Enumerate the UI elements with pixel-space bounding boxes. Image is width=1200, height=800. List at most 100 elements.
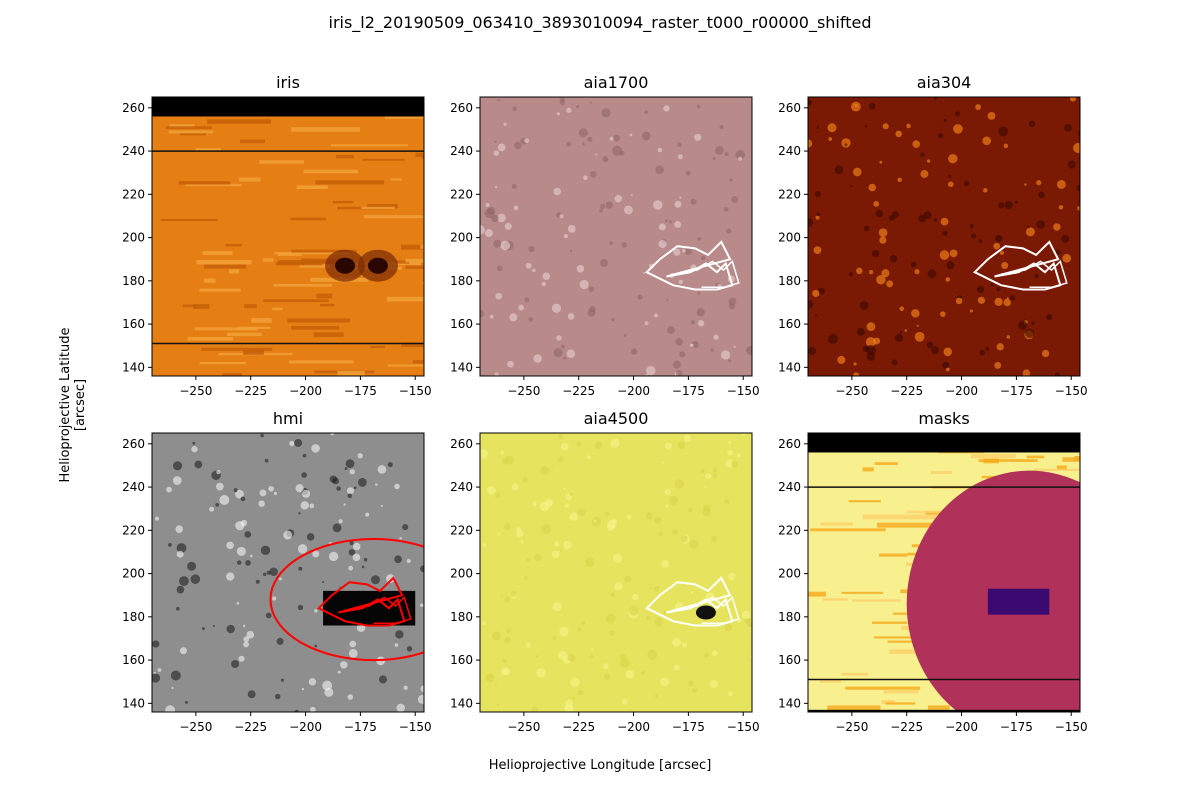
texture-speck (862, 345, 869, 352)
texture-streak (336, 154, 354, 159)
texture-speck (567, 313, 575, 320)
texture-streak (160, 219, 219, 222)
texture-speck (663, 610, 667, 614)
texture-speck (344, 467, 348, 471)
x-tick-label: −175 (344, 384, 377, 398)
texture-speck (394, 643, 399, 647)
texture-speck (724, 499, 730, 505)
texture-speck (577, 689, 584, 696)
texture-speck (522, 477, 529, 483)
x-tick-label: −225 (234, 384, 267, 398)
texture-speck (484, 229, 493, 238)
texture-speck (589, 654, 594, 659)
texture-speck (1025, 328, 1035, 338)
texture-speck (489, 314, 494, 319)
texture-speck (524, 576, 528, 580)
texture-speck (557, 456, 564, 463)
texture-streak (1062, 457, 1080, 462)
texture-streak (194, 327, 258, 331)
texture-speck (684, 247, 692, 255)
texture-speck (419, 603, 424, 608)
texture-speck (236, 602, 240, 605)
texture-streak (841, 591, 883, 594)
texture-speck (347, 694, 354, 700)
texture-speck (841, 138, 851, 148)
texture-streak (841, 672, 868, 676)
texture-streak (244, 304, 257, 309)
texture-speck (348, 565, 354, 571)
texture-speck (623, 205, 633, 215)
texture-speck (600, 259, 608, 268)
texture-speck (609, 630, 615, 636)
texture-speck (728, 359, 731, 363)
texture-speck (837, 355, 846, 364)
texture-speck (1041, 349, 1050, 358)
texture-speck (605, 201, 613, 209)
texture-speck (927, 269, 937, 279)
texture-streak (330, 144, 408, 147)
texture-speck (176, 550, 184, 558)
texture-speck (249, 554, 253, 558)
texture-speck (641, 671, 645, 675)
texture-speck (534, 553, 542, 562)
aia4500-background (480, 433, 752, 712)
texture-speck (682, 248, 686, 253)
texture-speck (892, 211, 899, 218)
texture-speck (1009, 294, 1016, 301)
x-tick-label: −225 (562, 384, 595, 398)
texture-speck (654, 617, 663, 627)
texture-speck (999, 250, 1005, 256)
texture-streak (363, 215, 424, 219)
texture-speck (551, 465, 554, 468)
texture-speck (673, 664, 680, 671)
texture-speck (664, 219, 668, 223)
texture-speck (524, 138, 530, 144)
texture-speck (531, 706, 539, 712)
texture-streak (273, 283, 332, 287)
texture-speck (644, 321, 649, 326)
texture-streak (296, 185, 328, 189)
texture-speck (649, 586, 653, 590)
y-tick-label: 240 (778, 480, 801, 494)
panel-title: masks (918, 409, 969, 428)
umbra-spot (367, 257, 388, 274)
texture-streak (262, 258, 274, 262)
texture-speck (209, 506, 215, 512)
texture-speck (168, 542, 172, 547)
texture-speck (599, 208, 603, 213)
texture-speck (420, 565, 424, 573)
y-tick-label: 220 (450, 523, 473, 537)
texture-speck (690, 343, 694, 347)
texture-speck (1006, 335, 1011, 339)
texture-streak (168, 130, 214, 134)
texture-streak (415, 152, 424, 158)
texture-streak (881, 700, 895, 704)
y-tick-label: 200 (778, 567, 801, 581)
texture-speck (1067, 160, 1076, 169)
texture-speck (497, 213, 506, 223)
texture-speck (245, 560, 251, 566)
texture-speck (624, 575, 632, 583)
texture-speck (155, 516, 160, 521)
texture-speck (873, 200, 880, 207)
umbra-spot (335, 257, 356, 274)
texture-speck (945, 277, 951, 282)
texture-speck (387, 462, 393, 468)
texture-speck (553, 187, 562, 196)
texture-speck (736, 453, 741, 458)
texture-streak (877, 522, 949, 528)
texture-speck (727, 691, 733, 697)
texture-speck (814, 313, 818, 317)
texture-speck (677, 142, 682, 147)
texture-speck (630, 193, 633, 196)
texture-speck (937, 133, 943, 139)
texture-speck (300, 501, 309, 510)
texture-speck (348, 549, 356, 556)
texture-speck (504, 637, 511, 644)
texture-speck (500, 593, 503, 596)
texture-speck (172, 461, 183, 471)
texture-speck (710, 348, 714, 352)
texture-speck (729, 178, 733, 182)
panel-title: aia4500 (584, 409, 649, 428)
texture-streak (1078, 611, 1080, 615)
